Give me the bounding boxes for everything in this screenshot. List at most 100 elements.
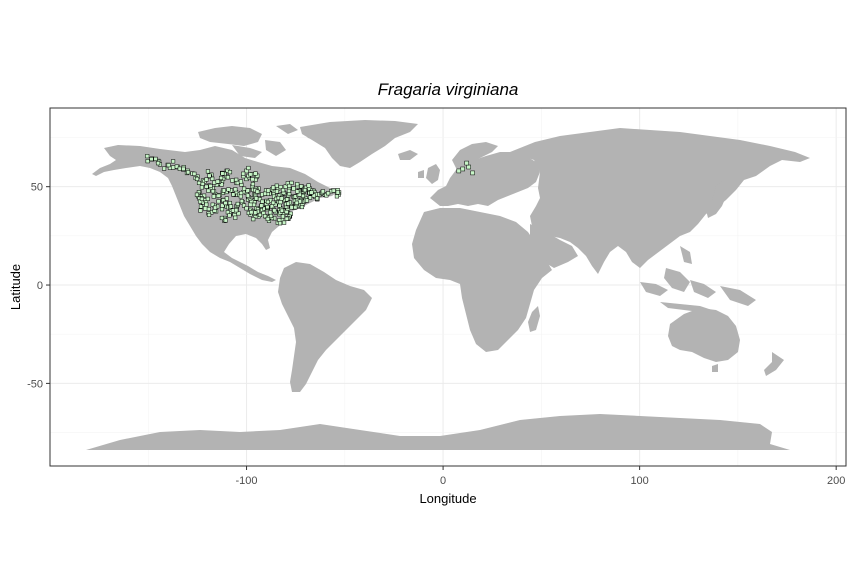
occurrence-point (198, 208, 203, 213)
occurrence-point (227, 213, 232, 218)
occurrence-point (219, 182, 224, 187)
occurrence-point (334, 194, 339, 199)
x-axis-title: Longitude (419, 491, 476, 506)
occurrence-point (145, 154, 150, 159)
occurrence-point (210, 202, 215, 207)
occurrence-point (215, 179, 220, 184)
occurrence-point (221, 198, 226, 203)
axes: -100 0 100 200 -50 0 50 (27, 182, 845, 487)
occurrence-point (225, 175, 230, 180)
occurrence-point (265, 199, 271, 204)
occurrence-point (241, 203, 247, 208)
occurrence-point (295, 189, 300, 194)
occurrence-point (198, 204, 204, 209)
occurrence-point (285, 197, 290, 202)
occurrence-point (286, 201, 291, 206)
y-tick-label: 0 (37, 280, 43, 292)
occurrence-point (204, 177, 209, 182)
x-tick-label: 200 (827, 475, 845, 487)
occurrence-points (145, 154, 475, 226)
occurrence-point (297, 192, 302, 197)
occurrence-point (199, 185, 204, 190)
land-europe (430, 152, 540, 206)
occurrence-point (196, 180, 202, 186)
occurrence-point (216, 193, 221, 198)
occurrence-point (253, 171, 258, 176)
occurrence-point (235, 201, 240, 206)
occurrence-point (306, 183, 311, 188)
x-tick-label: 0 (440, 475, 446, 487)
occurrence-point (307, 195, 313, 200)
occurrence-point (241, 171, 246, 176)
land-madagascar (528, 306, 540, 332)
occurrence-point (311, 193, 316, 198)
occurrence-point (460, 166, 465, 172)
occurrence-point (249, 210, 254, 215)
occurrence-point (207, 212, 212, 217)
occurrence-point (246, 165, 251, 171)
occurrence-point (233, 187, 238, 192)
occurrence-point (239, 190, 244, 196)
occurrence-point (153, 156, 158, 161)
occurrence-point (251, 217, 256, 222)
land-asia (510, 128, 810, 274)
chart-title: Fragaria virginiana (378, 80, 519, 99)
y-tick-label: 50 (31, 182, 43, 194)
occurrence-point (248, 172, 253, 177)
occurrence-point (211, 194, 216, 199)
world-basemap (86, 120, 810, 450)
occurrence-point (149, 157, 154, 162)
occurrence-point (204, 202, 209, 207)
y-tick-label: -50 (27, 378, 43, 390)
land-antarctica (86, 414, 790, 450)
occurrence-point (239, 199, 244, 204)
occurrence-point (294, 200, 299, 205)
occurrence-point (192, 171, 197, 176)
occurrence-point (286, 188, 292, 193)
occurrence-point (274, 189, 279, 194)
occurrence-point (271, 200, 276, 205)
occurrence-point (224, 196, 229, 201)
land-north-america (92, 145, 337, 282)
land-british-isles (418, 164, 440, 184)
occurrence-point (206, 188, 211, 193)
occurrence-point (223, 200, 228, 206)
occurrence-point (470, 170, 475, 176)
occurrence-point (233, 215, 238, 220)
occurrence-point (253, 210, 258, 215)
occurrence-point (200, 181, 205, 187)
occurrence-point (162, 166, 167, 171)
occurrence-point (174, 164, 179, 169)
occurrence-point (238, 179, 243, 184)
occurrence-point (331, 188, 336, 193)
occurrence-point (320, 189, 325, 194)
occurrence-point (260, 199, 265, 204)
occurrence-point (464, 160, 469, 166)
occurrence-point (326, 191, 331, 196)
land-japan (706, 180, 728, 218)
occurrence-point (210, 176, 215, 181)
occurrence-point (271, 185, 276, 190)
land-southeast-asia (640, 246, 756, 312)
occurrence-point (194, 192, 199, 197)
occurrence-point (279, 196, 284, 201)
occurrence-point (202, 193, 207, 198)
occurrence-point (309, 190, 314, 195)
panel-border (49, 107, 847, 467)
occurrence-point (250, 177, 255, 182)
occurrence-point (228, 204, 233, 209)
occurrence-point (219, 175, 224, 180)
occurrence-point (245, 188, 250, 193)
occurrence-point (456, 168, 462, 174)
land-iceland (398, 150, 418, 160)
occurrence-point (295, 182, 300, 187)
occurrence-point (221, 188, 226, 193)
occurrence-point (280, 214, 285, 219)
occurrence-point (466, 164, 471, 170)
occurrence-point (265, 204, 270, 210)
occurrence-point (204, 184, 209, 189)
occurrence-point (277, 203, 282, 208)
occurrence-point (315, 196, 320, 201)
y-axis-title: Latitude (8, 264, 23, 310)
